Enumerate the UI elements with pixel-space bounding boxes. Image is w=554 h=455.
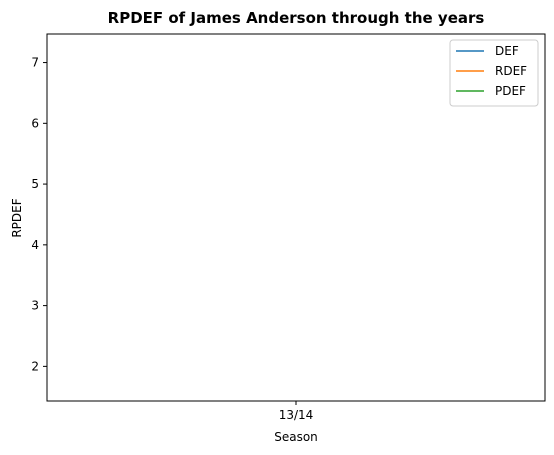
x-tick-label: 13/14 xyxy=(279,408,314,422)
chart-title: RPDEF of James Anderson through the year… xyxy=(108,9,485,27)
y-tick-label: 4 xyxy=(31,238,39,252)
y-axis: 2 3 4 5 6 7 xyxy=(31,56,47,373)
legend-box xyxy=(449,39,539,107)
legend: DEF RDEF PDEF xyxy=(449,39,539,107)
x-axis-label: Season xyxy=(274,430,318,444)
y-tick-label: 7 xyxy=(31,56,39,70)
y-tick-label: 6 xyxy=(31,116,39,130)
y-tick-label: 2 xyxy=(31,359,39,373)
y-tick-label: 3 xyxy=(31,299,39,313)
legend-label-def: DEF xyxy=(495,44,519,58)
x-axis: 13/14 xyxy=(279,401,314,422)
y-axis-label: RPDEF xyxy=(10,198,24,237)
y-tick-label: 5 xyxy=(31,177,39,191)
legend-label-pdef: PDEF xyxy=(495,84,526,98)
legend-label-rdef: RDEF xyxy=(495,64,527,78)
